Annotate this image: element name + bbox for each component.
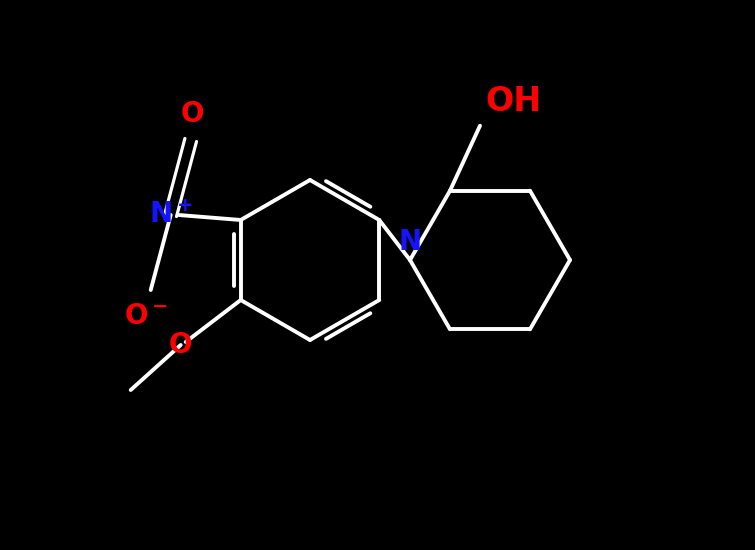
Text: O: O — [169, 331, 193, 359]
Text: $\mathregular{N^+}$: $\mathregular{N^+}$ — [149, 201, 193, 229]
Text: O: O — [181, 100, 205, 128]
Text: $\mathregular{O^-}$: $\mathregular{O^-}$ — [124, 302, 168, 330]
Text: OH: OH — [485, 85, 541, 118]
Text: N: N — [399, 228, 421, 256]
